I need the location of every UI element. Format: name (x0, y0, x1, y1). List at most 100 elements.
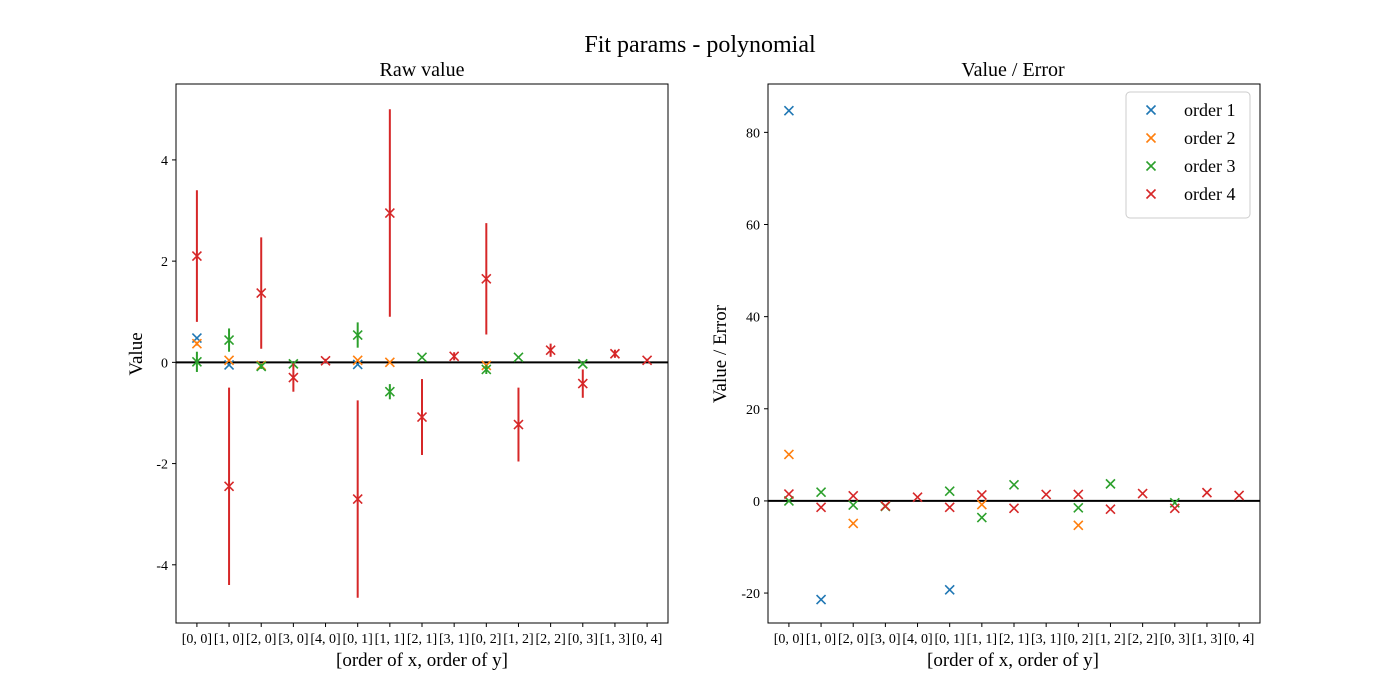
data-point-order-4 (256, 287, 267, 299)
series-order-2-value-error (783, 449, 1084, 531)
y-tick-label-value-error: 20 (746, 403, 760, 418)
x-tick-label-raw-value-13: [1, 3] (600, 632, 630, 647)
data-point-order-3 (944, 486, 955, 497)
data-point-order-2 (783, 449, 794, 460)
data-point-order-3 (256, 361, 267, 372)
x-tick-label-raw-value-11: [2, 2] (535, 632, 565, 647)
x-tick-label-raw-value-8: [3, 1] (439, 632, 469, 647)
axes-frame-raw-value (175, 83, 669, 624)
legend-label-order-4: order 4 (1184, 184, 1235, 204)
data-point-order-4 (384, 207, 395, 219)
y-tick-label-value-error: -20 (741, 587, 760, 602)
figure-title: Fit params - polynomial (584, 32, 816, 58)
x-tick-label-raw-value-2: [2, 0] (246, 632, 276, 647)
data-point-order-4 (320, 355, 331, 366)
panel-raw-value: Raw value [order of x, order of y] Value… (126, 59, 669, 671)
data-point-order-4 (416, 411, 428, 423)
data-point-order-2 (191, 338, 202, 349)
data-point-order-3 (1008, 479, 1020, 490)
plot-area-value-error: [0, 0] [1, 0] [2, 0] [3, 0] [4, 0] [0, 1] [1, … (741, 83, 1261, 647)
x-tick-label-value-error-11: [2, 2] (1127, 632, 1157, 647)
data-point-order-3 (848, 499, 859, 511)
x-tick-label-raw-value-4: [4, 0] (310, 632, 340, 647)
data-point-order-3 (416, 352, 428, 363)
legend-label-order-3: order 3 (1184, 156, 1235, 176)
data-point-order-3 (191, 356, 202, 367)
data-point-order-4 (880, 500, 891, 512)
x-tick-label-raw-value-5: [0, 1] (343, 632, 373, 647)
series-order-1-value-error (783, 105, 955, 605)
y-tick-label-value-error: 80 (746, 126, 760, 141)
data-point-order-4 (449, 351, 460, 362)
y-tick-label-raw-value: 0 (161, 356, 168, 371)
data-point-order-3 (577, 358, 588, 369)
y-tick-label-raw-value: 4 (161, 154, 168, 169)
plot-area-raw-value: [0, 0] [1, 0] [2, 0] [3, 0] [4, 0] [0, 1] [1, … (156, 83, 669, 647)
x-tick-label-value-error-3: [3, 0] (870, 632, 900, 647)
data-point-order-2 (352, 355, 363, 366)
data-point-order-4 (848, 490, 859, 501)
axes-frame-value-error (767, 83, 1261, 624)
x-tick-label-value-error-5: [0, 1] (935, 632, 965, 647)
series-order-2-raw-value (191, 338, 492, 371)
data-point-order-4 (912, 492, 923, 503)
data-point-order-4 (1201, 487, 1213, 498)
data-point-order-1 (783, 105, 794, 116)
legend-box (1125, 91, 1251, 219)
data-point-order-2 (1073, 520, 1084, 531)
x-tick-label-value-error-12: [0, 3] (1160, 632, 1190, 647)
data-point-order-4 (1234, 490, 1245, 501)
data-point-order-4 (545, 345, 556, 356)
y-tick-label-raw-value: 2 (161, 255, 168, 270)
data-point-order-4 (577, 378, 588, 389)
y-axis-label-value-error: Value / Error (710, 304, 731, 403)
panel-value-error: Value / Error [order of x, order of y] V… (710, 59, 1261, 671)
x-axis-label-raw-value: [order of x, order of y] (336, 650, 508, 671)
data-point-order-4 (815, 502, 827, 513)
data-point-order-1 (223, 359, 235, 370)
x-tick-label-value-error-8: [3, 1] (1031, 632, 1061, 647)
data-point-order-3 (1105, 478, 1116, 489)
x-tick-label-value-error-4: [4, 0] (902, 632, 932, 647)
x-axis-label-value-error: [order of x, order of y] (927, 650, 1099, 671)
x-tick-label-value-error-1: [1, 0] (806, 632, 836, 647)
legend-marker-order-1 (1145, 104, 1157, 116)
data-point-order-1 (815, 594, 827, 605)
data-point-order-2 (384, 357, 395, 368)
data-point-order-4 (944, 502, 955, 513)
x-tick-label-raw-value-6: [1, 1] (375, 632, 405, 647)
data-point-order-4 (642, 355, 653, 366)
x-tick-label-value-error-13: [1, 3] (1192, 632, 1222, 647)
x-tick-label-raw-value-14: [0, 4] (632, 632, 662, 647)
series-order-4-raw-value (191, 109, 653, 598)
data-point-order-4 (352, 493, 363, 505)
data-point-order-3 (223, 335, 235, 346)
data-point-order-4 (609, 348, 621, 359)
y-tick-label-value-error: 60 (746, 219, 760, 234)
data-point-order-1 (352, 359, 363, 370)
panel-title-value-error: Value / Error (961, 59, 1065, 81)
data-point-order-2 (223, 355, 235, 366)
data-point-order-2 (976, 499, 987, 510)
data-point-order-3 (1073, 502, 1084, 513)
data-point-order-3 (481, 364, 492, 375)
data-point-order-4 (783, 488, 794, 500)
data-point-order-3 (352, 329, 363, 341)
data-point-order-2 (848, 518, 859, 529)
data-point-order-4 (1008, 503, 1020, 514)
x-tick-label-value-error-9: [0, 2] (1063, 632, 1093, 647)
data-point-order-4 (191, 251, 202, 262)
x-tick-label-raw-value-0: [0, 0] (182, 632, 212, 647)
data-point-order-4 (976, 489, 987, 500)
panel-title-raw-value: Raw value (380, 59, 465, 81)
data-point-order-4 (1137, 488, 1148, 499)
y-tick-label-raw-value: -4 (156, 559, 168, 574)
data-point-order-4 (1041, 489, 1052, 500)
data-point-order-3 (384, 386, 395, 397)
x-tick-label-value-error-10: [1, 2] (1095, 632, 1125, 647)
data-point-order-4 (223, 481, 235, 492)
x-tick-label-raw-value-3: [3, 0] (278, 632, 308, 647)
x-tick-label-value-error-0: [0, 0] (774, 632, 804, 647)
x-tick-label-value-error-7: [2, 1] (999, 632, 1029, 647)
